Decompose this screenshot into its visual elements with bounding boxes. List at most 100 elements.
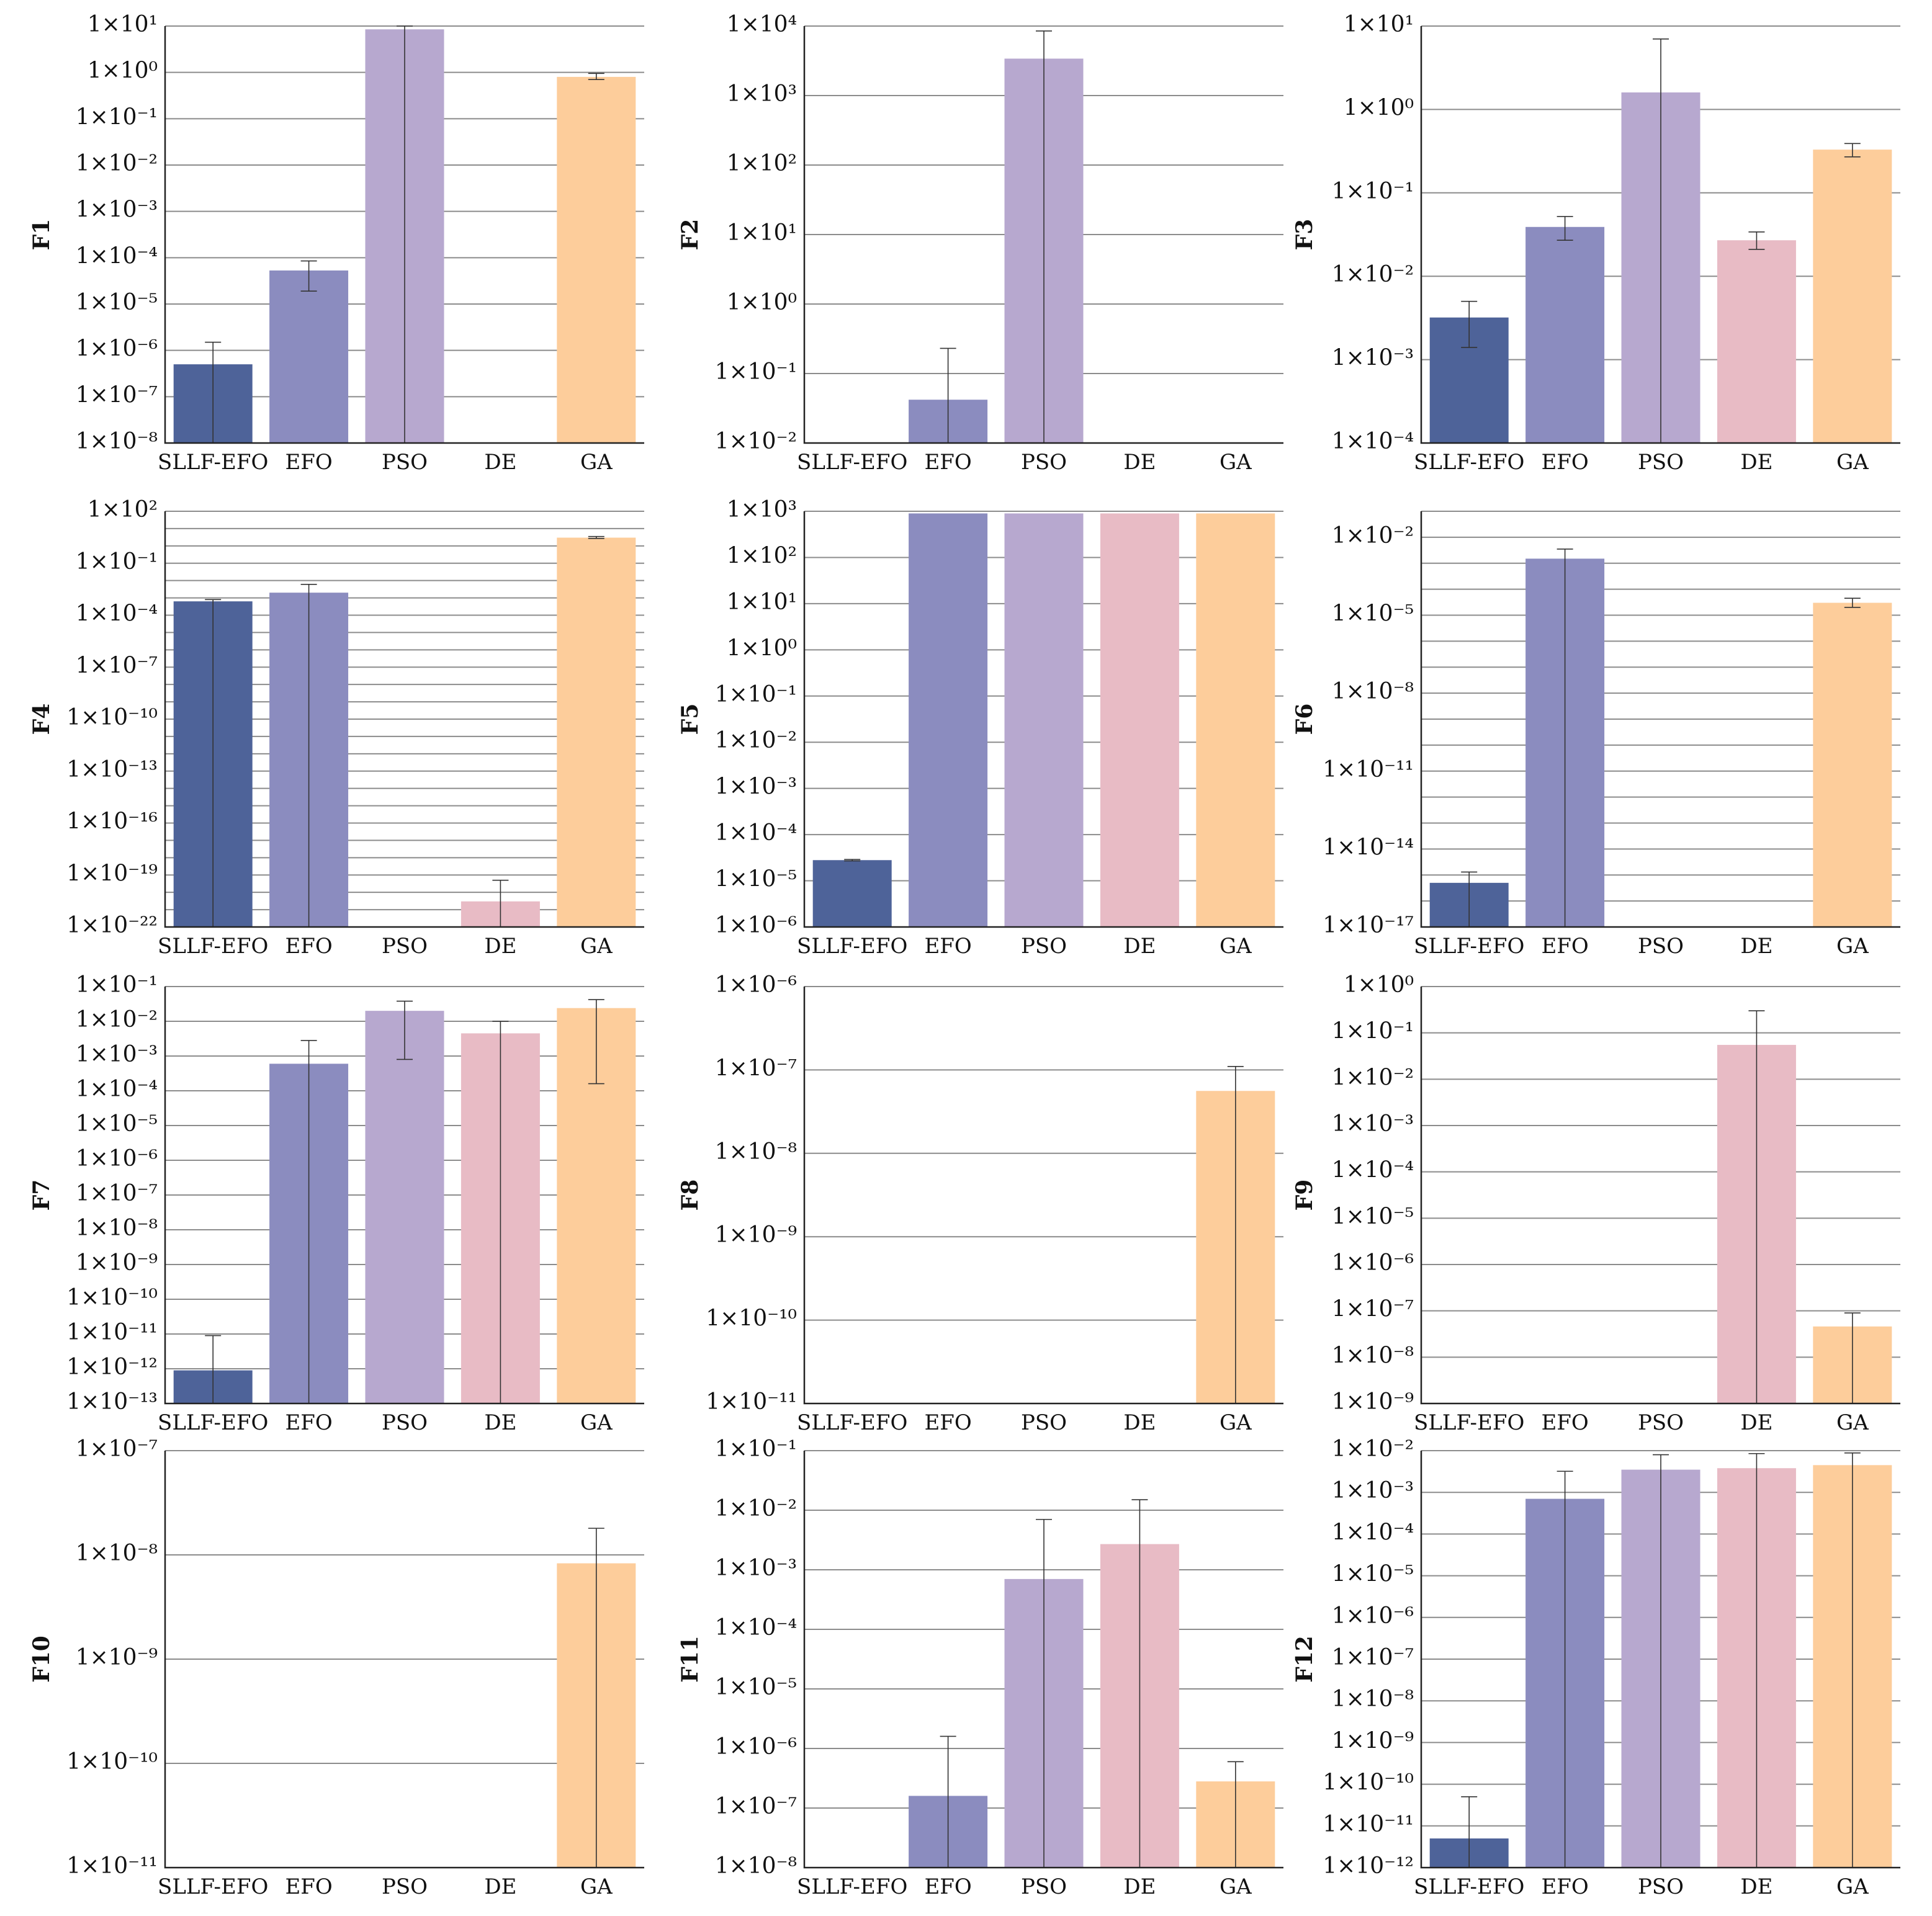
axes-spine <box>803 511 1283 928</box>
bar-ga <box>1813 150 1892 443</box>
x-tick-label: PSO <box>1021 1874 1067 1899</box>
y-tick-label: 1×10⁻¹ <box>76 104 158 130</box>
y-tick-label: 1×10⁻⁸ <box>715 1853 797 1879</box>
y-tick-label: 1×10⁻³ <box>76 1042 158 1067</box>
subplot-f5: 1×10⁻⁶ 1×10⁻⁵ 1×10⁻⁴ 1×10⁻³ 1×10⁻² 1×10⁻¹ 1×10… <box>677 497 1283 959</box>
x-tick-label: PSO <box>1021 1410 1067 1435</box>
x-tick-label: SLLF-EFO <box>1414 1874 1524 1899</box>
bar-sllf-efo <box>812 860 892 927</box>
y-tick-label: 1×10⁻⁹ <box>1332 1389 1414 1415</box>
bar-de <box>1100 513 1179 927</box>
y-tick-label: 1×10⁻² <box>76 1007 158 1032</box>
y-tick-label: 1×10⁰ <box>1344 972 1414 998</box>
y-tick-label: 1×10⁻¹¹ <box>66 1853 158 1879</box>
y-axis-label: F12 <box>1292 1636 1318 1683</box>
y-tick-label: 1×10⁻⁶ <box>1332 1603 1414 1629</box>
x-tick-label: DE <box>1740 1410 1772 1435</box>
y-axis-label: F4 <box>29 704 55 735</box>
y-tick-label: 1×10⁻¹ <box>1332 179 1414 204</box>
y-axis-label: F3 <box>1292 219 1318 251</box>
axes-spine <box>164 1451 644 1869</box>
bar-ga <box>557 537 636 927</box>
axes-spine <box>1420 511 1900 928</box>
y-tick-label: 1×10⁻² <box>1332 262 1414 287</box>
y-tick-label: 1×10⁻¹³ <box>66 757 158 782</box>
y-tick-label: 1×10⁻¹ <box>715 682 797 707</box>
x-tick-label: SLLF-EFO <box>797 450 907 475</box>
y-tick-label: 1×10¹ <box>727 220 797 246</box>
axes-spine <box>1420 987 1900 1405</box>
y-tick-label: 1×10⁻² <box>76 151 158 176</box>
y-axis-label: F6 <box>1292 704 1318 735</box>
x-tick-label: DE <box>1123 1874 1156 1899</box>
x-tick-label: PSO <box>382 1874 428 1899</box>
y-tick-label: 1×10⁻¹⁰ <box>66 1749 158 1775</box>
y-tick-label: 1×10⁻⁶ <box>715 972 797 998</box>
x-tick-label: PSO <box>1638 1410 1684 1435</box>
x-tick-label: EFO <box>1541 934 1588 959</box>
y-tick-label: 1×10⁰ <box>88 58 158 84</box>
y-tick-label: 1×10⁴ <box>727 12 797 37</box>
subplot-f11: 1×10⁻⁸ 1×10⁻⁷ 1×10⁻⁶ 1×10⁻⁵ 1×10⁻⁴ 1×10⁻³ 1×10… <box>677 1436 1283 1899</box>
x-tick-label: GA <box>1220 450 1252 475</box>
y-axis-label: F9 <box>1292 1180 1318 1211</box>
axes-spine <box>803 1451 1283 1869</box>
x-tick-label: EFO <box>924 450 971 475</box>
y-tick-label: 1×10⁻³ <box>715 1556 797 1581</box>
x-tick-label: GA <box>1220 1410 1252 1435</box>
x-tick-label: SLLF-EFO <box>1414 450 1524 475</box>
x-tick-label: EFO <box>285 450 332 475</box>
y-tick-label: 1×10⁻⁴ <box>76 1077 158 1102</box>
y-tick-label: 1×10⁻¹⁹ <box>66 861 158 886</box>
y-tick-label: 1×10² <box>727 543 797 568</box>
x-tick-label: SLLF-EFO <box>1414 934 1524 959</box>
y-tick-label: 1×10⁻⁴ <box>76 243 158 269</box>
y-tick-label: 1×10⁻⁸ <box>1332 1343 1414 1368</box>
y-tick-label: 1×10⁻² <box>1332 523 1414 548</box>
y-tick-label: 1×10⁻⁸ <box>715 1139 797 1165</box>
y-tick-label: 1×10⁻¹⁰ <box>66 705 158 730</box>
subplot-f12: 1×10⁻¹² 1×10⁻¹¹ 1×10⁻¹⁰ 1×10⁻⁹ 1×10⁻⁸ 1×10⁻⁷ 1… <box>1292 1436 1900 1899</box>
axes-spine <box>803 987 1283 1405</box>
y-tick-label: 1×10⁻⁸ <box>76 1541 158 1566</box>
y-tick-label: 1×10⁰ <box>727 290 797 315</box>
x-tick-label: DE <box>484 1410 516 1435</box>
y-tick-label: 1×10⁻¹ <box>76 972 158 998</box>
x-tick-label: PSO <box>382 1410 428 1435</box>
y-tick-label: 1×10⁻⁵ <box>76 290 158 315</box>
x-tick-label: EFO <box>924 1874 971 1899</box>
x-tick-label: EFO <box>1541 1410 1588 1435</box>
y-tick-label: 1×10⁻⁶ <box>715 913 797 938</box>
y-tick-label: 1×10⁻² <box>715 1496 797 1521</box>
y-tick-label: 1×10⁻⁵ <box>76 1111 158 1137</box>
x-tick-label: DE <box>484 1874 516 1899</box>
y-tick-label: 1×10⁻⁵ <box>715 867 797 892</box>
y-tick-label: 1×10⁻⁸ <box>76 429 158 454</box>
y-axis-label: F8 <box>677 1180 703 1211</box>
y-axis-label: F1 <box>29 219 55 251</box>
axes-spine <box>803 26 1283 444</box>
y-tick-label: 1×10⁻¹⁰ <box>1323 1770 1414 1796</box>
y-tick-label: 1×10⁻¹² <box>1323 1853 1414 1879</box>
x-tick-label: PSO <box>1638 450 1684 475</box>
x-tick-label: DE <box>1740 934 1772 959</box>
x-tick-label: DE <box>1740 450 1772 475</box>
y-tick-label: 1×10⁻⁴ <box>76 601 158 627</box>
y-tick-label: 1×10⁻⁵ <box>1332 601 1414 627</box>
y-tick-label: 1×10⁻¹¹ <box>1323 757 1414 782</box>
y-tick-label: 1×10⁻⁹ <box>1332 1728 1414 1753</box>
x-tick-label: GA <box>580 1874 613 1899</box>
x-tick-label: EFO <box>1541 1874 1588 1899</box>
x-tick-label: SLLF-EFO <box>797 1410 907 1435</box>
axes-spine <box>164 987 644 1405</box>
y-tick-label: 1×10⁻⁸ <box>1332 1686 1414 1712</box>
y-tick-label: 1×10⁰ <box>727 635 797 661</box>
y-tick-label: 1×10⁻⁵ <box>1332 1562 1414 1587</box>
x-tick-label: DE <box>484 450 516 475</box>
y-tick-label: 1×10⁻¹⁰ <box>66 1285 158 1310</box>
y-tick-label: 1×10⁻³ <box>1332 1478 1414 1503</box>
bar-efo <box>1525 226 1605 443</box>
x-tick-label: EFO <box>924 1410 971 1435</box>
y-tick-label: 1×10⁻² <box>1332 1065 1414 1090</box>
y-tick-label: 1×10⁻⁷ <box>76 382 158 408</box>
